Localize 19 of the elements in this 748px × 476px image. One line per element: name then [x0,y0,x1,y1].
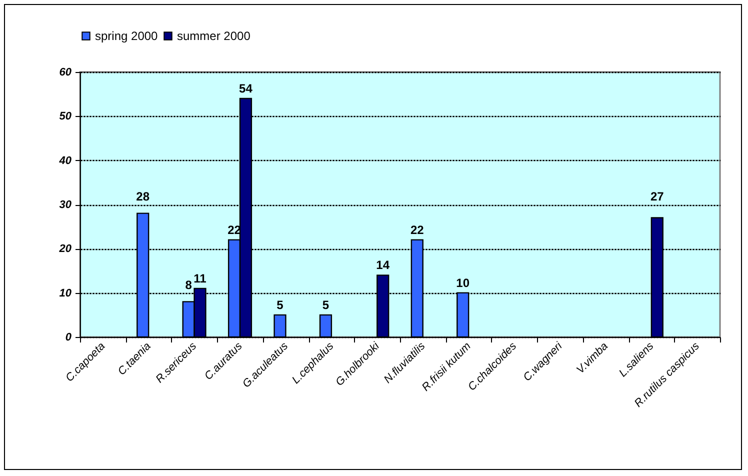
data-label: 10 [456,276,470,290]
legend-label: summer 2000 [177,29,251,43]
data-label: 54 [239,82,253,96]
data-label: 14 [376,258,390,272]
y-tick-label: 20 [58,243,72,256]
data-label: 5 [322,298,330,312]
legend-label: spring 2000 [95,29,158,43]
data-label: 28 [136,190,150,204]
y-tick-label: 30 [59,199,72,211]
y-tick-label: 40 [58,154,72,167]
y-tick-label: 10 [59,287,72,300]
y-tick-label: 50 [59,110,72,123]
data-label: 27 [650,190,664,204]
data-label: 8 [185,278,192,292]
data-label: 22 [410,222,424,237]
data-label: 5 [276,298,284,312]
y-tick-label: 60 [59,66,72,78]
data-label: 11 [194,271,207,286]
y-tick-label: 0 [65,332,72,344]
